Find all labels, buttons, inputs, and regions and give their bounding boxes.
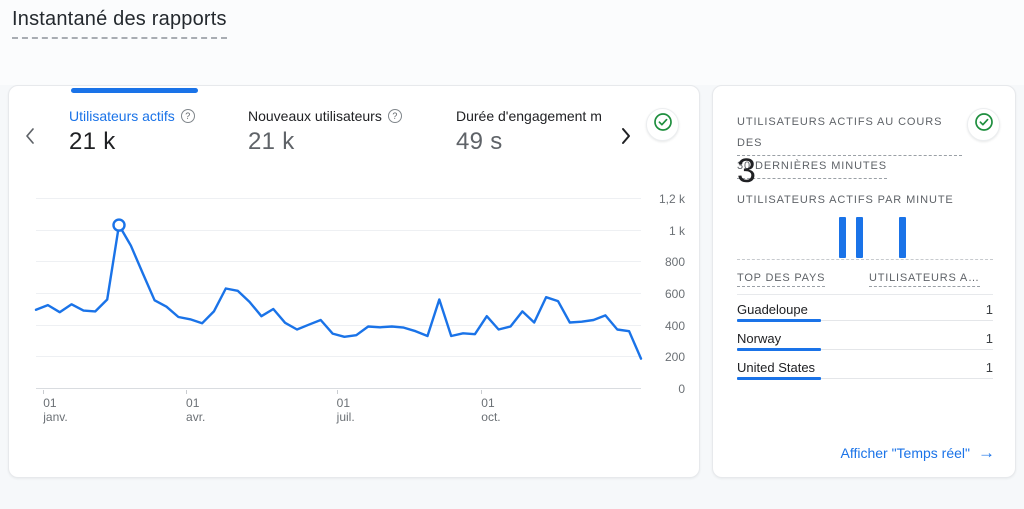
country-users-value: 1 xyxy=(985,360,993,375)
gridline xyxy=(36,198,641,199)
arrow-right-icon: → xyxy=(978,443,995,462)
realtime-card: UTILISATEURS ACTIFS AU COURS DES 30 DERN… xyxy=(712,85,1016,478)
country-name: Norway xyxy=(737,331,782,346)
chevron-left-icon xyxy=(24,127,36,148)
x-axis-labels: 01 janv. 01 avr. 01 juil. 01 oct. xyxy=(36,390,641,426)
minute-bar xyxy=(839,217,847,258)
gridline xyxy=(36,324,641,326)
realtime-table-header: TOP DES PAYS UTILISATEURS A… xyxy=(737,272,993,292)
minute-bar xyxy=(899,217,907,258)
active-users-line-chart xyxy=(34,198,643,389)
tab-value: 21 k xyxy=(69,128,116,155)
x-tick xyxy=(481,390,483,394)
peak-marker[interactable] xyxy=(112,218,126,232)
x-tick-label: 01 juil. xyxy=(336,396,355,424)
country-bar xyxy=(737,319,993,322)
per-minute-bar-chart xyxy=(737,214,993,260)
x-tick-label: 01 janv. xyxy=(43,396,68,424)
metrics-summary-card: Utilisateurs actifs ? 21 k Nouveaux util… xyxy=(8,85,700,478)
gridline xyxy=(36,229,641,231)
tab-value: 21 k xyxy=(248,128,295,155)
x-tick xyxy=(336,390,338,394)
tab-active-users[interactable]: Utilisateurs actifs ? 21 k xyxy=(69,108,195,156)
prev-metrics-button[interactable] xyxy=(17,124,43,150)
y-tick-label: 800 xyxy=(664,255,685,270)
x-tick xyxy=(186,390,188,394)
chevron-right-icon xyxy=(620,127,632,148)
x-tick xyxy=(43,390,45,394)
line-series xyxy=(34,218,643,360)
active-users-count: 3 xyxy=(737,152,756,190)
data-quality-button[interactable] xyxy=(967,108,1000,141)
table-row[interactable]: United States 1 xyxy=(737,353,993,382)
gridline xyxy=(36,293,641,294)
country-bar xyxy=(737,377,993,380)
realtime-title-line1: UTILISATEURS ACTIFS AU COURS DES xyxy=(737,112,962,156)
page-header: Instantané des rapports xyxy=(0,0,1024,85)
y-tick-label: 1,2 k xyxy=(658,192,685,206)
tab-label: Utilisateurs actifs xyxy=(69,108,175,124)
country-bar xyxy=(737,348,993,351)
minute-bar xyxy=(856,217,864,258)
view-realtime-label: Afficher "Temps réel" xyxy=(840,444,970,461)
y-tick-label: 400 xyxy=(664,318,685,333)
country-name: Guadeloupe xyxy=(737,302,808,317)
x-tick-label: 01 avr. xyxy=(186,396,206,424)
realtime-title-line2: 30 DERNIÈRES MINUTES xyxy=(737,156,888,179)
gridline xyxy=(36,388,641,389)
tab-value: 49 s xyxy=(456,128,503,155)
green-check-icon xyxy=(974,112,994,137)
tab-engagement-time[interactable]: Durée d'engagement m 49 s xyxy=(456,108,602,156)
x-tick-label: 01 oct. xyxy=(481,396,501,424)
realtime-title: UTILISATEURS ACTIFS AU COURS DES 30 DERN… xyxy=(737,112,962,179)
tab-new-users[interactable]: Nouveaux utilisateurs ? 21 k xyxy=(248,108,402,156)
view-realtime-link[interactable]: Afficher "Temps réel" → xyxy=(840,444,995,461)
next-metrics-button[interactable] xyxy=(613,124,639,150)
realtime-country-table: Guadeloupe 1 Norway 1 United States 1 xyxy=(737,294,993,382)
y-tick-label: 0 xyxy=(678,382,685,396)
y-tick-label: 1 k xyxy=(668,223,685,238)
data-quality-button[interactable] xyxy=(646,108,679,141)
green-check-icon xyxy=(653,112,673,137)
country-name: United States xyxy=(737,360,816,375)
country-column-header: TOP DES PAYS xyxy=(737,272,826,287)
country-users-value: 1 xyxy=(985,302,993,317)
country-users-value: 1 xyxy=(985,331,993,346)
tab-label: Durée d'engagement m xyxy=(456,108,602,124)
y-tick-label: 200 xyxy=(664,350,685,365)
gridline xyxy=(36,356,641,358)
page-title: Instantané des rapports xyxy=(12,8,227,39)
active-tab-indicator xyxy=(71,88,198,93)
per-minute-label: UTILISATEURS ACTIFS PAR MINUTE xyxy=(737,194,954,206)
table-row[interactable]: Norway 1 xyxy=(737,324,993,353)
tab-label: Nouveaux utilisateurs xyxy=(248,108,382,124)
y-axis-labels: 0 200 400 600 800 1 k 1,2 k xyxy=(649,192,685,396)
help-icon[interactable]: ? xyxy=(180,109,195,123)
help-icon[interactable]: ? xyxy=(387,109,402,123)
table-row[interactable]: Guadeloupe 1 xyxy=(737,295,993,324)
gridline xyxy=(36,261,641,263)
y-tick-label: 600 xyxy=(664,287,685,301)
users-column-header: UTILISATEURS A… xyxy=(869,272,980,287)
